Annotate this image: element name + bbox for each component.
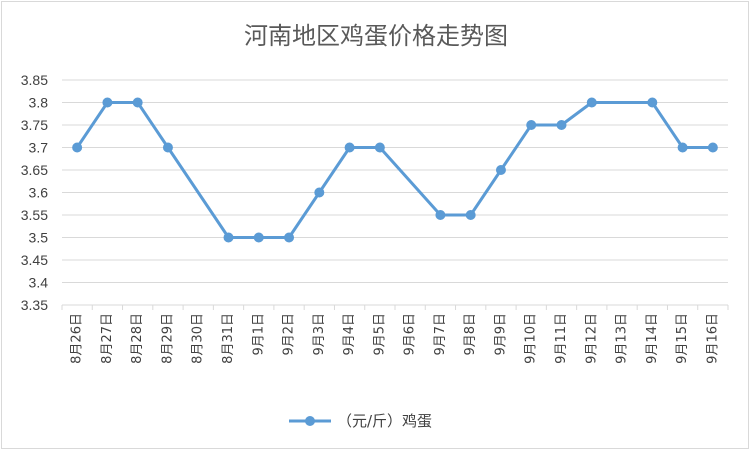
y-tick-label: 3.6 [29, 185, 49, 201]
data-point [707, 142, 718, 153]
x-tick-label: 8月30日 [191, 313, 206, 364]
x-tick-label: 8月31日 [221, 313, 236, 364]
data-point [677, 142, 688, 153]
x-tick-label: 9月9日 [493, 313, 508, 356]
data-point [344, 142, 355, 153]
x-tick-label: 9月8日 [463, 313, 478, 356]
x-tick-label: 9月12日 [584, 313, 599, 364]
data-point [132, 97, 143, 108]
x-tick-label: 9月16日 [705, 313, 720, 364]
data-point [435, 210, 446, 220]
data-point [223, 232, 234, 243]
x-tick-label: 9月1日 [251, 313, 266, 356]
data-point [284, 232, 295, 243]
data-point [72, 142, 83, 153]
y-tick-label: 3.85 [21, 72, 48, 88]
x-tick-label: 8月27日 [100, 313, 115, 364]
data-point [495, 165, 506, 175]
y-tick-label: 3.45 [21, 252, 48, 268]
x-tick-label: 9月6日 [403, 313, 418, 356]
data-points [72, 97, 718, 243]
chart-title: 河南地区鸡蛋价格走势图 [244, 22, 508, 50]
data-point [314, 187, 325, 198]
y-tick-label: 3.55 [21, 207, 48, 223]
y-tick-label: 3.5 [29, 230, 49, 246]
x-tick-label: 9月15日 [675, 313, 690, 364]
data-point [102, 97, 113, 108]
data-point [374, 142, 385, 153]
y-tick-label: 3.75 [21, 117, 48, 133]
x-tick-label: 8月29日 [160, 313, 175, 364]
y-tick-label: 3.7 [29, 140, 49, 156]
legend-marker-swatch [305, 416, 315, 426]
data-point [162, 142, 173, 153]
data-point [647, 97, 658, 108]
x-tick-label: 9月5日 [372, 313, 387, 356]
x-tick-label: 9月14日 [645, 313, 660, 364]
x-tick-label: 9月10日 [524, 313, 539, 364]
x-tick-label: 8月28日 [130, 313, 145, 364]
x-tick-label: 9月3日 [312, 313, 327, 356]
x-tick-label: 9月7日 [433, 313, 448, 356]
x-axis-tick-labels: 8月26日 8月27日 8月28日 8月29日 8月30日 8月31日 9月1日 9月2日 9月… [70, 313, 721, 364]
y-tick-label: 3.4 [29, 275, 49, 291]
data-point [253, 232, 264, 243]
x-tick-label: 8月26日 [70, 313, 85, 364]
data-point [586, 97, 597, 108]
legend: （元/斤）鸡蛋 [289, 412, 432, 430]
x-tick-label: 9月2日 [282, 313, 297, 356]
x-tick-label: 9月4日 [342, 313, 357, 356]
y-axis-tick-labels: 3.35 3.4 3.45 3.5 3.55 3.6 3.65 3.7 3.75 3.8 3.85 [21, 72, 48, 313]
gridlines [61, 79, 729, 310]
y-tick-label: 3.8 [29, 95, 49, 111]
data-point [465, 210, 476, 220]
legend-label: （元/斤）鸡蛋 [337, 412, 432, 430]
x-tick-label: 9月13日 [615, 313, 630, 364]
data-point [526, 120, 537, 130]
y-tick-label: 3.65 [21, 162, 48, 178]
data-point [556, 120, 567, 130]
y-tick-label: 3.35 [21, 297, 48, 313]
x-tick-label: 9月11日 [554, 313, 569, 364]
